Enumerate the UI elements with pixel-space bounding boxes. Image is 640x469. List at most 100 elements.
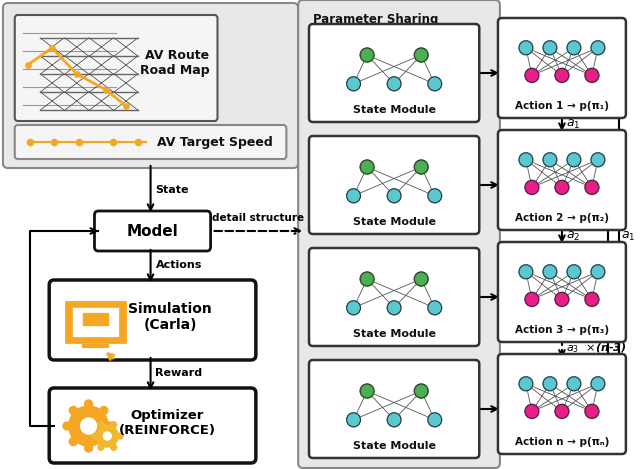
Circle shape	[525, 404, 539, 418]
Circle shape	[591, 377, 605, 391]
Text: State Module: State Module	[353, 329, 436, 339]
Circle shape	[543, 265, 557, 279]
Circle shape	[519, 377, 532, 391]
Circle shape	[97, 425, 118, 447]
Circle shape	[567, 265, 581, 279]
Text: $a_2$: $a_2$	[566, 229, 580, 242]
Circle shape	[69, 406, 108, 446]
Circle shape	[81, 418, 97, 434]
Circle shape	[414, 384, 428, 398]
Text: Action 1 → p(π₁): Action 1 → p(π₁)	[515, 101, 609, 111]
Text: $a_2$: $a_2$	[610, 286, 625, 299]
Circle shape	[567, 153, 581, 167]
Point	[74, 138, 84, 146]
Circle shape	[63, 422, 71, 430]
FancyBboxPatch shape	[49, 388, 256, 463]
Circle shape	[106, 422, 114, 430]
FancyBboxPatch shape	[498, 242, 626, 342]
Circle shape	[92, 433, 97, 439]
Point	[132, 138, 143, 146]
FancyBboxPatch shape	[95, 211, 211, 251]
Circle shape	[84, 400, 93, 408]
Circle shape	[387, 189, 401, 203]
Circle shape	[100, 407, 108, 415]
Circle shape	[428, 189, 442, 203]
Text: Model: Model	[127, 224, 179, 239]
FancyBboxPatch shape	[73, 308, 118, 336]
Circle shape	[591, 153, 605, 167]
Circle shape	[555, 181, 569, 194]
Text: Actions: Actions	[156, 260, 202, 270]
FancyBboxPatch shape	[3, 3, 298, 168]
FancyBboxPatch shape	[49, 280, 256, 360]
Text: State Module: State Module	[353, 441, 436, 451]
Circle shape	[585, 68, 599, 83]
Text: Parameter Sharing: Parameter Sharing	[313, 13, 438, 25]
Text: State: State	[156, 185, 189, 195]
Text: Action 2 → p(π₂): Action 2 → p(π₂)	[515, 213, 609, 223]
Circle shape	[567, 41, 581, 55]
Circle shape	[525, 68, 539, 83]
Circle shape	[117, 433, 123, 439]
Circle shape	[414, 160, 428, 174]
FancyBboxPatch shape	[498, 354, 626, 454]
Point	[108, 138, 118, 146]
Text: detail structure: detail structure	[212, 213, 304, 223]
Circle shape	[591, 41, 605, 55]
Circle shape	[555, 292, 569, 306]
Circle shape	[347, 301, 360, 315]
Circle shape	[360, 48, 374, 62]
Circle shape	[387, 77, 401, 91]
Polygon shape	[83, 313, 108, 325]
Circle shape	[428, 77, 442, 91]
Circle shape	[69, 438, 77, 446]
FancyBboxPatch shape	[66, 302, 125, 342]
Text: Action 3 → p(π₃): Action 3 → p(π₃)	[515, 325, 609, 335]
Circle shape	[69, 407, 77, 415]
Circle shape	[519, 265, 532, 279]
FancyBboxPatch shape	[298, 0, 500, 468]
Circle shape	[567, 377, 581, 391]
Circle shape	[111, 422, 116, 428]
Circle shape	[543, 153, 557, 167]
Circle shape	[98, 422, 104, 428]
Circle shape	[525, 181, 539, 194]
Point	[49, 138, 60, 146]
FancyBboxPatch shape	[309, 24, 479, 122]
FancyBboxPatch shape	[15, 125, 286, 159]
Point	[47, 44, 57, 52]
FancyBboxPatch shape	[309, 136, 479, 234]
Text: AV Target Speed: AV Target Speed	[157, 136, 273, 149]
Point	[101, 86, 111, 94]
Circle shape	[387, 301, 401, 315]
Text: Action n → p(πₙ): Action n → p(πₙ)	[515, 437, 609, 447]
Circle shape	[347, 77, 360, 91]
Circle shape	[543, 41, 557, 55]
Circle shape	[585, 404, 599, 418]
Circle shape	[428, 301, 442, 315]
Point	[24, 138, 35, 146]
Circle shape	[519, 153, 532, 167]
Text: $a_1$: $a_1$	[566, 117, 580, 130]
Circle shape	[414, 48, 428, 62]
Text: $a_1$: $a_1$	[621, 229, 636, 242]
Text: Simulation
(Carla): Simulation (Carla)	[129, 302, 212, 332]
Circle shape	[360, 272, 374, 286]
Circle shape	[555, 68, 569, 83]
Text: State Module: State Module	[353, 105, 436, 115]
FancyBboxPatch shape	[309, 360, 479, 458]
Circle shape	[543, 377, 557, 391]
Circle shape	[591, 265, 605, 279]
Point	[72, 70, 82, 78]
Circle shape	[585, 181, 599, 194]
Circle shape	[103, 432, 111, 440]
Circle shape	[84, 444, 93, 452]
Circle shape	[585, 292, 599, 306]
Circle shape	[98, 444, 104, 450]
Circle shape	[360, 160, 374, 174]
Circle shape	[414, 272, 428, 286]
Point	[121, 102, 131, 110]
FancyBboxPatch shape	[15, 15, 218, 121]
Text: $a_3$  $\times$(n-3): $a_3$ $\times$(n-3)	[566, 341, 627, 355]
Text: State Module: State Module	[353, 217, 436, 227]
